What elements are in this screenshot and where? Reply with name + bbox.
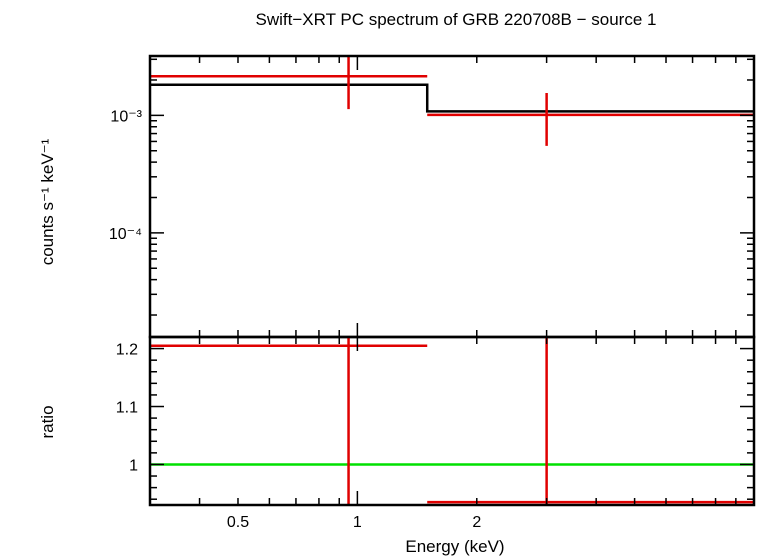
spectrum-panel: 10⁻³ 10⁻⁴ [109,54,756,339]
y-axis-label-spectrum: counts s⁻¹ keV⁻¹ [38,138,57,265]
spectrum-ytick-label: 10⁻⁴ [109,226,142,243]
ratio-panel: 1.2 1.1 1 0.5 1 2 [116,335,756,531]
y-axis-label-ratio: ratio [38,405,57,438]
ratio-ytick-label: 1 [129,457,138,474]
x-tick-label: 2 [472,514,481,531]
model-step-line [150,83,754,113]
chart-title: Swift−XRT PC spectrum of GRB 220708B − s… [256,10,657,29]
spectrum-frame [148,54,756,339]
ratio-frame [148,335,756,507]
ratio-ytick-label: 1.2 [116,342,138,359]
ratio-ytick-label: 1.1 [116,400,138,417]
spectrum-ytick-label: 10⁻³ [110,108,142,125]
x-axis-label: Energy (keV) [405,537,504,556]
x-tick-label: 0.5 [227,514,249,531]
x-tick-label: 1 [353,514,362,531]
